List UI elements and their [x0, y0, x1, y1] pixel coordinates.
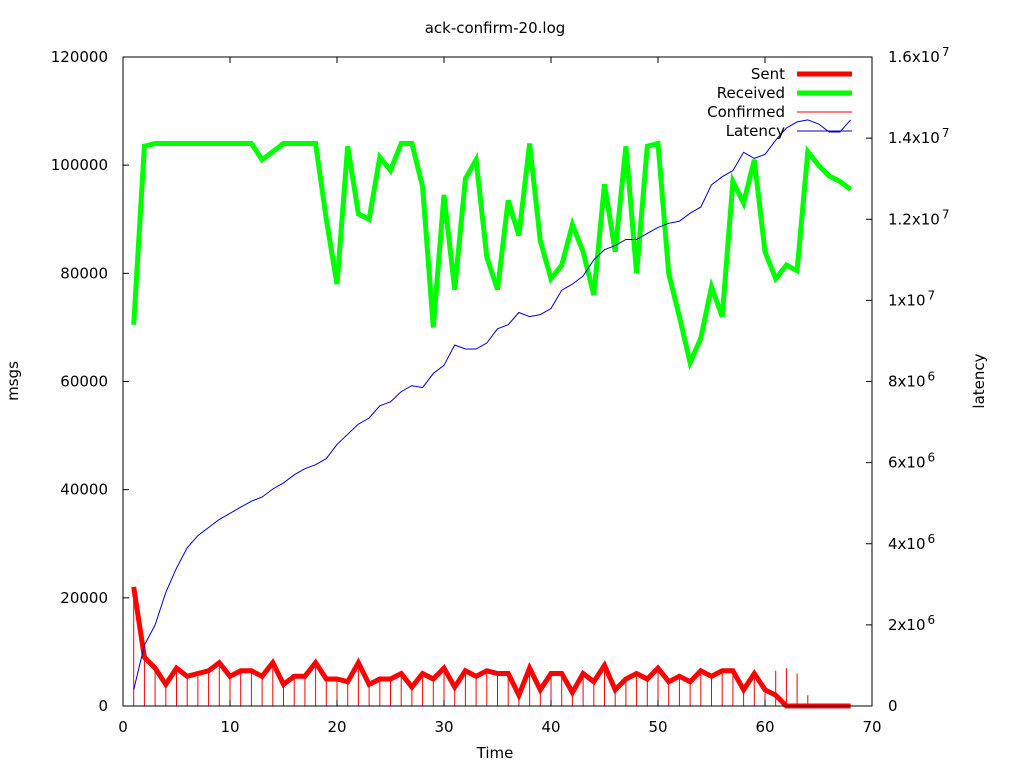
y2-tick-label: 2x10 6 [888, 613, 935, 634]
x-tick-label: 70 [862, 718, 881, 736]
y2-tick-exponent: 7 [942, 126, 950, 140]
x-tick-label: 0 [118, 718, 128, 736]
x-tick-label: 20 [327, 718, 346, 736]
x-axis-label: Time [476, 744, 514, 762]
y2-tick-label: 8x10 6 [888, 370, 935, 391]
chart-title: ack-confirm-20.log [425, 19, 566, 37]
y2-tick-base: 4x10 [888, 535, 926, 553]
series-latency [133, 119, 851, 690]
y2-tick-exponent: 7 [928, 288, 936, 302]
series-confirmed [133, 587, 809, 706]
y2-tick-base: 0 [888, 697, 898, 715]
y2-tick-base: 1x10 [888, 291, 926, 309]
y2-tick-label: 0 [888, 697, 898, 715]
y-tick-label: 60000 [60, 373, 108, 391]
y2-tick-base: 1.6x10 [888, 48, 940, 66]
y2-tick-exponent: 6 [928, 451, 936, 465]
y2-tick-label: 6x10 6 [888, 451, 935, 472]
y-tick-label: 40000 [60, 481, 108, 499]
legend-label-latency: Latency [726, 122, 785, 140]
x-tick-label: 50 [648, 718, 667, 736]
x-tick-label: 30 [434, 718, 453, 736]
sent-line [131, 586, 851, 709]
x-tick-label: 40 [541, 718, 560, 736]
received-line [131, 140, 853, 371]
latency-line [133, 119, 851, 690]
y-tick-label: 80000 [60, 264, 108, 282]
y2-tick-exponent: 7 [942, 45, 950, 59]
y2-tick-base: 8x10 [888, 373, 926, 391]
y2-tick-exponent: 6 [928, 613, 936, 627]
y2-tick-exponent: 6 [928, 532, 936, 546]
y2-tick-base: 1.2x10 [888, 210, 940, 228]
y-tick-labels: 0 20000 40000 60000 80000 100000 120000 [51, 48, 108, 715]
plot-frame [122, 56, 873, 707]
x-tick-label: 10 [220, 718, 239, 736]
legend-label-sent: Sent [751, 65, 785, 83]
y-tick-label: 0 [98, 697, 108, 715]
y-axis-label: msgs [4, 361, 22, 401]
y2-tick-label: 1.6x10 7 [888, 45, 949, 66]
y2-tick-exponent: 7 [942, 207, 950, 221]
x-tick-labels: 0 10 20 30 40 50 60 70 [118, 718, 881, 736]
legend-label-confirmed: Confirmed [707, 103, 785, 121]
y2-tick-exponent: 6 [928, 370, 936, 384]
axis-ticks [122, 56, 873, 707]
y2-tick-base: 2x10 [888, 616, 926, 634]
y2-tick-base: 1.4x10 [888, 129, 940, 147]
y2-tick-label: 1.2x10 7 [888, 207, 949, 228]
y-tick-label: 100000 [51, 156, 108, 174]
y2-tick-base: 6x10 [888, 454, 926, 472]
y-tick-label: 20000 [60, 589, 108, 607]
y2-tick-label: 4x10 6 [888, 532, 935, 553]
y2-tick-label: 1x10 7 [888, 288, 935, 309]
series-received [131, 140, 853, 371]
legend-label-received: Received [717, 84, 785, 102]
y-tick-label: 120000 [51, 48, 108, 66]
y2-tick-label: 1.4x10 7 [888, 126, 949, 147]
x-tick-label: 60 [755, 718, 774, 736]
plot-series [131, 119, 853, 709]
y2-axis-label: latency [970, 353, 988, 408]
